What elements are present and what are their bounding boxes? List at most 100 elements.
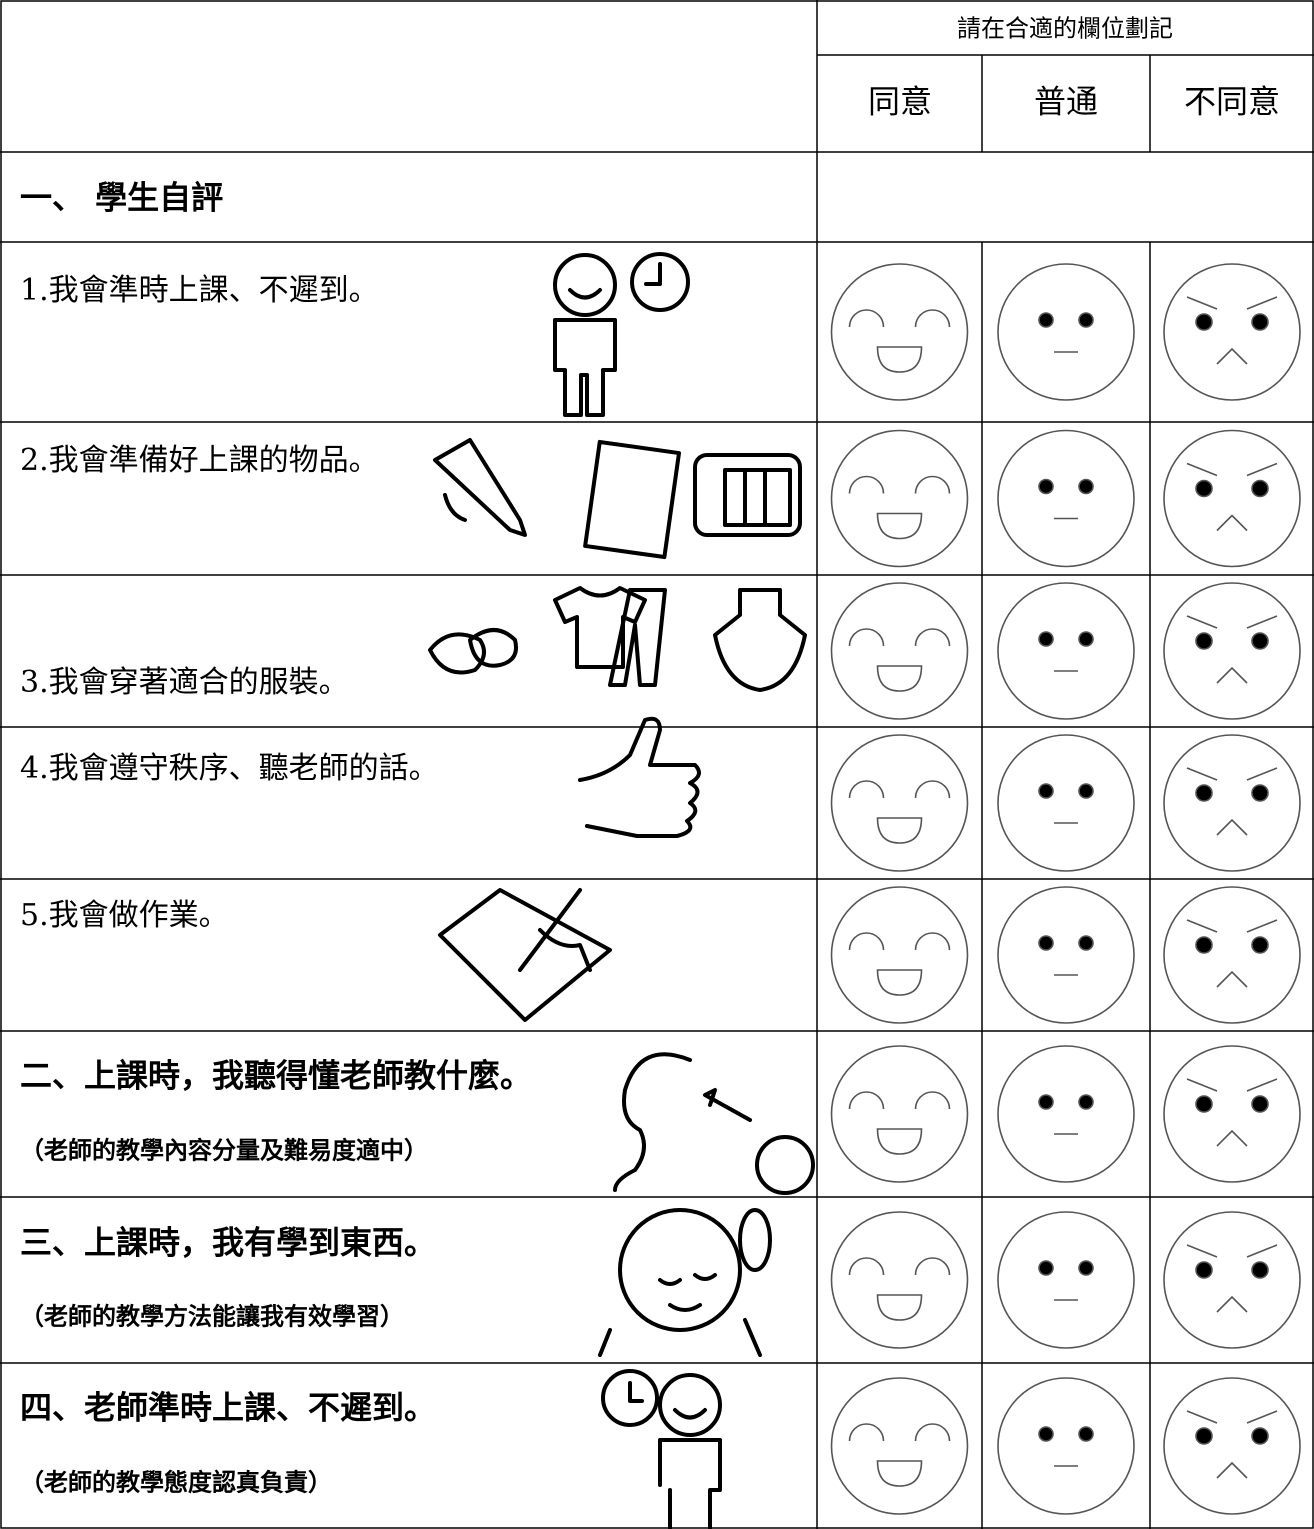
item-text: 四、老師準時上課、不遲到。 xyxy=(20,1389,436,1427)
face-outline xyxy=(1163,1211,1301,1349)
brow xyxy=(1186,919,1278,933)
face-happy xyxy=(830,582,969,720)
column-label: 不同意 xyxy=(1184,83,1280,121)
eye xyxy=(1251,1261,1269,1279)
item-text: 3.我會穿著適合的服裝。 xyxy=(20,665,349,700)
face-outline xyxy=(1163,1045,1301,1183)
face-happy xyxy=(830,1377,969,1515)
brow xyxy=(1186,296,1278,310)
section-title: 一、 學生自評 xyxy=(20,179,223,217)
mouth xyxy=(876,969,923,996)
face-happy xyxy=(830,886,969,1024)
face-outline xyxy=(830,263,969,401)
face-outline xyxy=(1163,263,1301,401)
eye xyxy=(1251,936,1269,954)
column-label: 同意 xyxy=(868,83,932,121)
face-outline xyxy=(1163,1377,1301,1515)
face-neutral xyxy=(997,1211,1135,1349)
face-angry xyxy=(1163,429,1301,568)
face-happy xyxy=(830,1211,969,1349)
eye xyxy=(848,628,951,647)
face-outline xyxy=(997,1211,1135,1349)
icon-writing xyxy=(438,888,612,1022)
item-text: 二、上課時，我聽得懂老師教什麼。 xyxy=(20,1057,532,1095)
eye xyxy=(1195,632,1213,650)
eye xyxy=(848,309,951,328)
eye xyxy=(1078,631,1094,647)
icon-thinking xyxy=(598,1208,772,1357)
item-text: 5.我會做作業。 xyxy=(20,898,229,933)
brow xyxy=(1186,1078,1278,1092)
face-outline xyxy=(997,263,1135,401)
face-outline xyxy=(830,734,969,872)
eye xyxy=(1078,935,1094,951)
eye xyxy=(1038,935,1054,951)
face-neutral xyxy=(997,582,1135,720)
mouth xyxy=(876,1294,923,1321)
mouth xyxy=(1216,970,1248,988)
eye xyxy=(1195,313,1213,331)
face-outline xyxy=(830,582,969,720)
eye xyxy=(1195,936,1213,954)
brow xyxy=(1186,615,1278,629)
face-outline xyxy=(830,429,969,568)
eye xyxy=(848,1091,951,1110)
brow xyxy=(1186,1410,1278,1424)
face-happy xyxy=(830,263,969,401)
item-note: （老師的教學內容分量及難易度適中） xyxy=(20,1136,428,1165)
instruction: 請在合適的欄位劃記 xyxy=(957,15,1173,43)
eye xyxy=(1038,312,1054,328)
face-outline xyxy=(830,1377,969,1515)
item-text: 三、上課時，我有學到東西。 xyxy=(20,1224,436,1262)
icon-clothes xyxy=(428,586,807,692)
mouth xyxy=(1216,1461,1248,1479)
face-angry xyxy=(1163,886,1301,1024)
face-outline xyxy=(997,734,1135,872)
eye xyxy=(1251,784,1269,802)
eye xyxy=(1195,479,1213,498)
face-outline xyxy=(830,1211,969,1349)
face-outline xyxy=(997,1377,1135,1515)
eye xyxy=(1038,1094,1054,1110)
face-angry xyxy=(1163,1211,1301,1349)
face-neutral xyxy=(997,734,1135,872)
eye xyxy=(1195,784,1213,802)
icon-teacher-clock xyxy=(601,1369,722,1529)
item-text: 1.我會準時上課、不遲到。 xyxy=(20,273,379,308)
eye xyxy=(1078,312,1094,328)
mouth xyxy=(1216,1129,1248,1147)
eye xyxy=(1251,1095,1269,1113)
eye xyxy=(1038,1260,1054,1276)
eye xyxy=(1078,1094,1094,1110)
icon-thumbs-up xyxy=(578,716,701,838)
eye xyxy=(1251,479,1269,498)
eye xyxy=(1195,1261,1213,1279)
eye xyxy=(1038,1426,1054,1442)
face-angry xyxy=(1163,582,1301,720)
mouth xyxy=(876,346,923,373)
eye xyxy=(848,780,951,799)
item-note: （老師的教學態度認真負責） xyxy=(20,1468,332,1497)
mouth xyxy=(876,1128,923,1155)
face-angry xyxy=(1163,263,1301,401)
icon-person-clock xyxy=(553,252,690,417)
face-neutral xyxy=(997,263,1135,401)
mouth xyxy=(1216,666,1248,684)
eye xyxy=(1038,783,1054,799)
mouth xyxy=(876,512,923,540)
face-outline xyxy=(997,886,1135,1024)
face-outline xyxy=(1163,582,1301,720)
brow xyxy=(1186,1244,1278,1258)
face-angry xyxy=(1163,1377,1301,1515)
eye xyxy=(1251,632,1269,650)
icon-ear xyxy=(613,1052,815,1195)
mouth xyxy=(1216,1295,1248,1313)
face-neutral xyxy=(997,429,1135,568)
mouth xyxy=(876,1460,923,1487)
brow xyxy=(1186,462,1278,477)
item-text: 2.我會準備好上課的物品。 xyxy=(20,443,379,478)
mouth xyxy=(1216,818,1248,836)
face-outline xyxy=(1163,886,1301,1024)
